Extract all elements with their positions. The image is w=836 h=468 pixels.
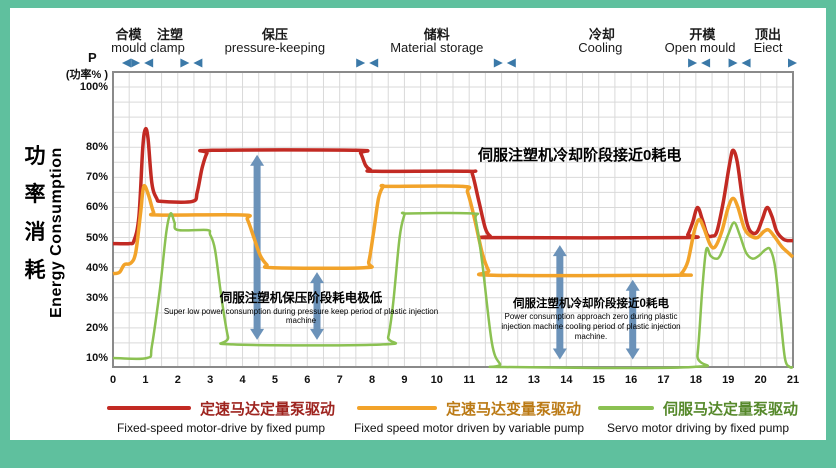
phase-label-en: Cooling: [578, 40, 623, 55]
y-tick-label: 70%: [85, 171, 108, 184]
y-tick-label: 80%: [85, 141, 108, 154]
phase-marker-left-icon: [506, 58, 516, 68]
x-tick-label: 10: [430, 374, 443, 386]
comparison-arrow-head-down: [552, 348, 567, 360]
phase-label-cn: 开模: [689, 27, 716, 42]
phase-marker-right-icon: [788, 58, 797, 68]
x-tick-label: 2: [174, 374, 181, 386]
x-tick-label: 16: [624, 374, 638, 386]
y-tick-label: 20%: [85, 321, 108, 334]
x-tick-label: 21: [786, 374, 800, 386]
y-tick-label: 30%: [85, 291, 108, 304]
comparison-arrow-head-up: [310, 272, 324, 284]
phase-label-cn: 顶出: [755, 27, 782, 42]
legend-swatch-red-line: [106, 406, 191, 410]
y-axis-title-chinese: 功率消耗: [24, 145, 46, 282]
x-tick-label: 7: [336, 374, 343, 386]
phase-label-en: Material storage: [390, 40, 484, 55]
series-line-0: [112, 126, 794, 246]
x-tick-label: 3: [207, 374, 214, 386]
y-axis-p-label: P: [88, 50, 97, 65]
phase-marker-left-icon: [741, 58, 751, 68]
x-tick-label: 4: [239, 374, 246, 386]
legend-label-cn-servo-motor: 伺服马达定量泵驱动: [662, 400, 798, 418]
legend-label-en-fixed-pump: Fixed-speed motor-drive by fixed pump: [116, 421, 326, 435]
phase-marker-left-icon: [369, 58, 379, 68]
x-tick-label: 14: [560, 374, 573, 386]
phase-label-en: mould clamp: [111, 40, 185, 55]
phase-label-en: Open mould: [664, 40, 736, 55]
phase-marker-left-icon: [193, 58, 203, 68]
annotation-cooling-near-zero-top: 伺服注塑机冷却阶段接近0耗电: [478, 147, 682, 164]
legend-label-en-variable-pump: Fixed speed motor driven by variable pum…: [353, 421, 585, 435]
comparison-arrow-head-down: [250, 328, 265, 340]
y-tick-label: 50%: [85, 231, 108, 244]
y-axis-title-english: Energy Consumption: [48, 147, 65, 318]
x-tick-label: 18: [689, 374, 702, 386]
phase-marker-left-icon: [121, 58, 131, 68]
comparison-arrow-head-down: [625, 348, 640, 360]
x-tick-label: 19: [722, 374, 735, 386]
phase-label-cn: 合模: [115, 27, 142, 42]
legend-item-fixed-pump: 定速马达定量泵驱动 Fixed-speed motor-drive by fix…: [96, 398, 346, 435]
annotation-pressure-cn: 伺服注塑机保压阶段耗电极低: [219, 291, 383, 305]
legend-item-variable-pump: 定速马达变量泵驱动 Fixed speed motor driven by va…: [338, 398, 600, 436]
annotation-pressure-en: Super low power consumption during press…: [163, 307, 439, 325]
phase-marker-right-icon: [688, 58, 698, 68]
plot-border: [112, 71, 794, 368]
y-tick-label: 100%: [79, 81, 108, 94]
x-tick-label: 9: [401, 374, 408, 386]
x-tick-label: 5: [271, 374, 278, 386]
phase-marker-right-icon: [180, 58, 190, 68]
x-tick-label: 12: [495, 374, 508, 386]
y-tick-label: 10%: [85, 351, 108, 364]
phase-marker-left-icon: [144, 58, 154, 68]
x-tick-label: 11: [463, 374, 476, 386]
comparison-arrow-head-up: [250, 154, 265, 166]
legend-label-en-servo-motor: Servo motor driving by fixed pump: [606, 421, 790, 435]
phase-label-cn: 保压: [261, 27, 288, 42]
annotation-cooling-en: Power consumption approach zero during p…: [501, 312, 681, 341]
phase-marker-right-icon: [493, 58, 503, 68]
annotation-pressure-low-power: 伺服注塑机保压阶段耗电极低 Super low power consumptio…: [150, 287, 452, 325]
x-tick-label: 20: [754, 374, 767, 386]
phase-label-cn: 冷却: [588, 27, 615, 42]
x-tick-label: 6: [304, 374, 311, 386]
x-tick-label: 8: [368, 374, 376, 386]
phase-marker-right-icon: [131, 58, 141, 68]
series-line-1: [112, 183, 795, 278]
x-tick-label: 1: [142, 374, 149, 386]
phase-label-cn: 注塑: [156, 27, 183, 42]
annotation-cooling-near-zero-box: 伺服注塑机冷却阶段接近0耗电 Power consumption approac…: [494, 295, 688, 342]
legend-label-cn-fixed-pump: 定速马达定量泵驱动: [199, 400, 335, 418]
phase-marker-left-icon: [701, 58, 711, 68]
y-axis-power-percent-label: (功率% ): [65, 69, 108, 81]
legend-swatch-green-line: [597, 406, 654, 410]
y-tick-label: 40%: [85, 261, 108, 274]
legend-item-servo-motor: 伺服马达定量泵驱动 Servo motor driving by fixed p…: [588, 398, 808, 435]
series-line-2: [112, 211, 794, 370]
comparison-arrow-head-down: [310, 328, 324, 340]
x-tick-label: 0: [109, 374, 117, 386]
x-tick-label: 15: [592, 374, 605, 386]
phase-marker-right-icon: [728, 58, 738, 68]
phase-label-en: Eiect: [753, 40, 783, 55]
phase-marker-right-icon: [356, 58, 366, 68]
legend-label-cn-variable-pump: 定速马达变量泵驱动: [445, 400, 581, 418]
x-tick-label: 13: [527, 374, 541, 386]
x-tick-label: 17: [657, 374, 670, 386]
comparison-arrow-head-up: [552, 245, 567, 257]
phase-label-cn: 储料: [423, 27, 450, 42]
annotation-cooling-cn: 伺服注塑机冷却阶段接近0耗电: [513, 298, 669, 310]
phase-label-en: pressure-keeping: [224, 40, 326, 55]
comparison-arrow-head-up: [625, 279, 640, 291]
y-tick-label: 60%: [85, 201, 108, 214]
legend-swatch-orange-line: [356, 406, 437, 410]
